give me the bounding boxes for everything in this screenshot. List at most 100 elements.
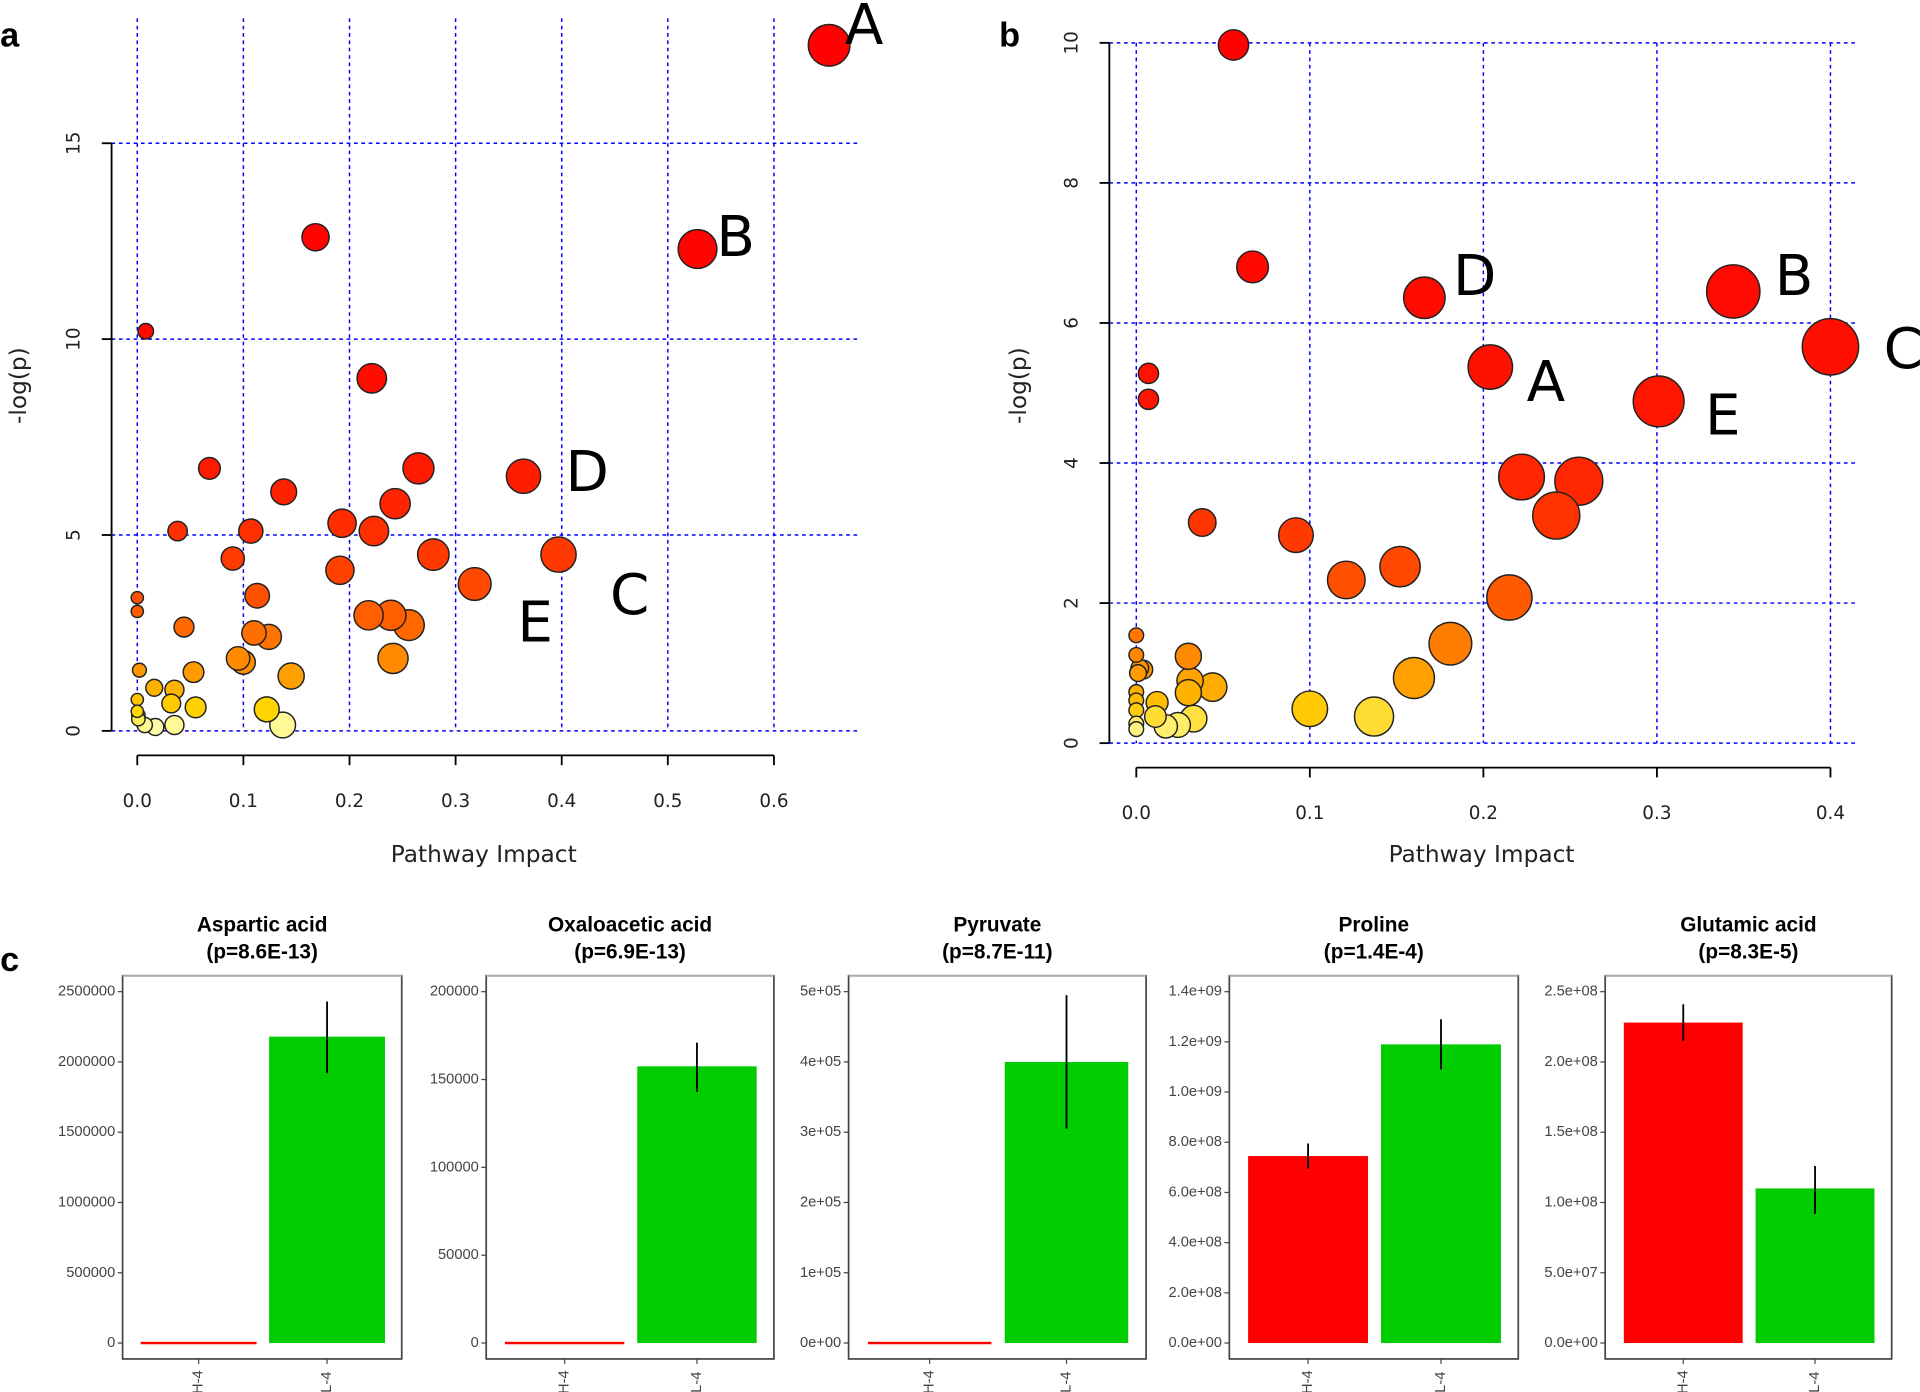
data-point <box>130 604 145 619</box>
data-point <box>301 222 330 252</box>
bar-H-4 <box>140 1341 257 1345</box>
bar-H-4 <box>1248 1156 1369 1344</box>
pathway-annotation: A <box>1527 350 1566 415</box>
data-point <box>173 616 195 638</box>
data-point <box>1128 702 1145 719</box>
x-tick-label: 0.0 <box>1122 803 1151 824</box>
y-tick-label: 2.0e+08 <box>1544 1054 1598 1070</box>
bar-title: Oxaloacetic acid <box>548 914 712 937</box>
y-tick-label: 2500000 <box>58 984 115 1000</box>
data-point <box>1497 453 1546 501</box>
data-point <box>238 518 264 544</box>
bar-p-value: (p=6.9E-13) <box>574 941 686 964</box>
pathway-annotation: E <box>1705 384 1741 449</box>
data-point <box>131 662 148 678</box>
y-tick-label: 6 <box>1062 317 1083 329</box>
bar-panel-proline: Proline (p=1.4E-4) 0.0e+00 2.0e+08 4.0e+08 6.… <box>1168 914 1520 1392</box>
scatter-chart-b: 0 2 4 6 8 10 0.0 0.1 0.2 0.3 0.4 Pathway Impact -log… <box>1005 29 1920 868</box>
x-tick-label: L-4 <box>1807 1372 1823 1392</box>
pathway-annotation: B <box>716 205 755 270</box>
y-tick-label: 2e+05 <box>800 1194 841 1210</box>
bar-H-4 <box>1623 1022 1743 1344</box>
data-point <box>377 642 409 675</box>
x-tick-label: L-4 <box>1059 1372 1075 1392</box>
data-point <box>167 520 189 542</box>
data-point <box>1217 29 1250 61</box>
x-tick-label: H-4 <box>1300 1370 1316 1392</box>
data-point <box>1353 696 1395 737</box>
panel-label-b: b <box>999 17 1020 55</box>
y-tick-label: 1.4e+09 <box>1168 984 1222 1000</box>
y-tick-label: 0 <box>107 1335 115 1351</box>
data-point <box>1128 721 1145 738</box>
y-tick-label: 1500000 <box>58 1124 115 1140</box>
data-point <box>1402 276 1446 320</box>
pathway-annotation: A <box>845 0 884 58</box>
data-point <box>241 620 267 646</box>
data-point <box>402 452 435 485</box>
y-tick-label: 1.2e+09 <box>1168 1034 1222 1050</box>
y-tick-label: 2.5e+08 <box>1544 984 1598 1000</box>
x-tick-label: 0.3 <box>441 791 470 812</box>
data-point <box>1137 362 1160 385</box>
data-point <box>1632 375 1685 428</box>
pathway-annotation: B <box>1775 244 1814 309</box>
data-point <box>1428 621 1473 666</box>
pathway-annotation: D <box>566 440 609 505</box>
panel-label-a: a <box>0 17 20 55</box>
x-tick-label: L-4 <box>1433 1372 1449 1392</box>
data-point <box>130 704 145 719</box>
data-point <box>358 515 390 547</box>
data-point <box>1531 491 1581 540</box>
data-point <box>1705 264 1761 319</box>
y-tick-label: 1.0e+08 <box>1544 1194 1598 1210</box>
y-tick-label: 2.0e+08 <box>1168 1285 1222 1301</box>
data-point <box>244 582 271 609</box>
y-tick-label: 0 <box>1062 737 1083 749</box>
y-tick-label: 4e+05 <box>800 1054 841 1070</box>
data-point <box>807 23 851 67</box>
x-tick-label: 0.0 <box>123 791 152 812</box>
y-tick-label: 0e+00 <box>800 1335 841 1351</box>
x-axis-label: Pathway Impact <box>1389 841 1575 868</box>
bar-L-4 <box>1381 1044 1501 1344</box>
data-point <box>1801 317 1860 376</box>
x-tick-label: L-4 <box>319 1372 335 1392</box>
data-point <box>184 696 207 719</box>
data-point <box>1326 560 1366 600</box>
bar-panel-glutamic-acid: Glutamic acid (p=8.3E-5) 0.0e+00 5.0e+07 1.0… <box>1544 914 1893 1392</box>
y-tick-label: 150000 <box>430 1072 479 1088</box>
bar-L-4 <box>1755 1188 1875 1344</box>
bar-charts-c: Aspartic acid(p=8.6E-13)0500000100000015… <box>58 914 1893 1392</box>
x-tick-label: H-4 <box>922 1370 938 1392</box>
y-tick-label: 10 <box>1062 31 1083 54</box>
data-point <box>130 692 145 707</box>
data-point <box>182 661 205 684</box>
data-point <box>270 478 298 506</box>
data-point <box>1554 456 1604 506</box>
x-tick-label: 0.1 <box>229 791 258 812</box>
data-point <box>540 536 577 573</box>
data-point <box>1143 704 1167 729</box>
data-point <box>1467 344 1514 391</box>
x-tick-label: H-4 <box>191 1370 207 1392</box>
bar-title: Pyruvate <box>953 914 1041 937</box>
bar-title: Aspartic acid <box>197 914 328 937</box>
y-tick-label: 2000000 <box>58 1054 115 1070</box>
y-tick-label: 500000 <box>66 1265 115 1281</box>
data-point <box>1187 508 1217 538</box>
y-tick-label: 1000000 <box>58 1194 115 1210</box>
y-tick-label: 1.5e+08 <box>1544 1124 1598 1140</box>
data-point <box>161 693 182 714</box>
data-point <box>379 487 411 520</box>
pathway-annotation: D <box>1453 244 1496 309</box>
y-tick-label: 8.0e+08 <box>1168 1134 1222 1150</box>
scatter-chart-a: 0 5 10 15 0.0 0.1 0.2 0.3 0.4 0.5 0.6 Pathway Impac… <box>5 0 884 868</box>
data-point <box>277 662 305 690</box>
x-tick-label: H-4 <box>557 1370 573 1392</box>
data-point <box>1277 517 1315 554</box>
data-point <box>1392 656 1436 700</box>
bar-panel-aspartic-acid: Aspartic acid (p=8.6E-13) 0 500000 1000000 15… <box>58 914 403 1392</box>
x-tick-label: 0.4 <box>1816 803 1845 824</box>
bar-p-value: (p=8.7E-11) <box>942 941 1052 964</box>
